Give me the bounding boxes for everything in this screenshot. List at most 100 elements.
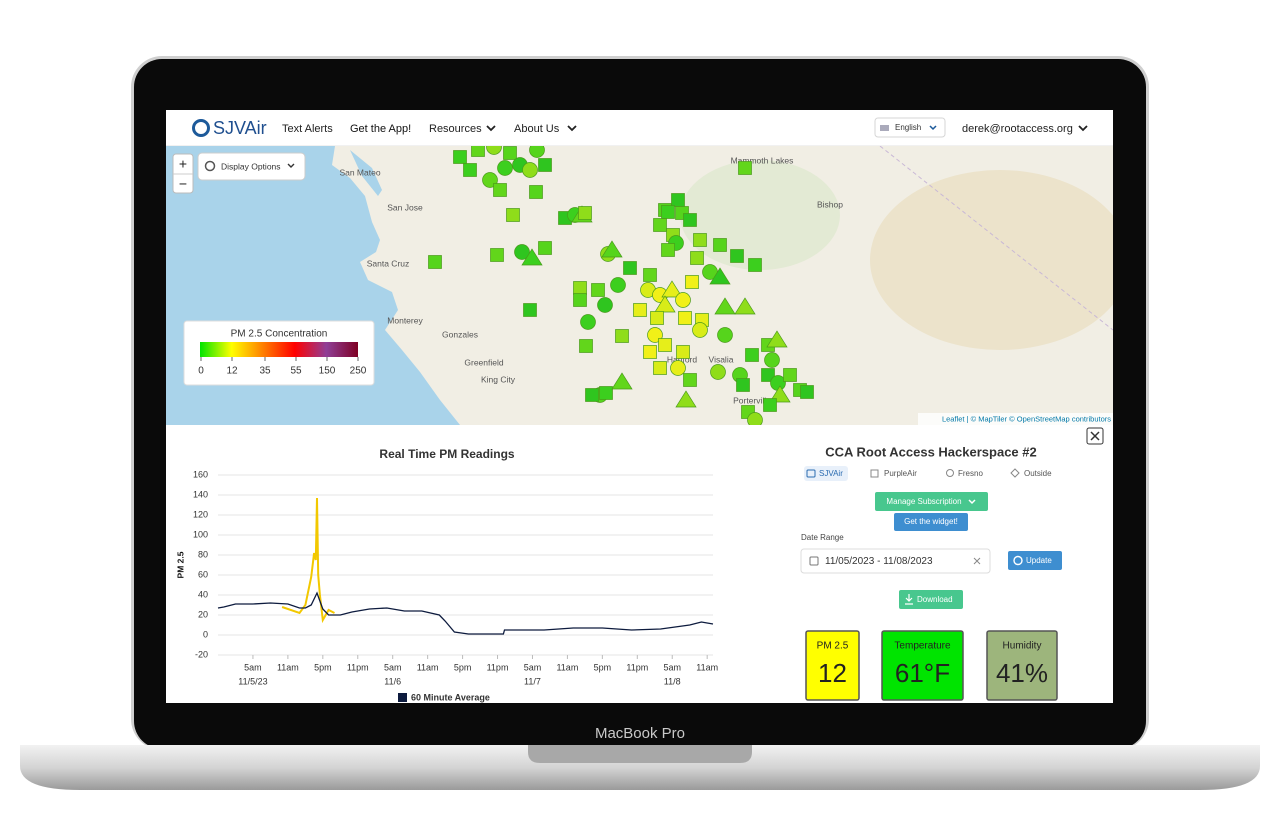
- language-select[interactable]: [874, 117, 946, 138]
- sensor-marker: [599, 386, 613, 400]
- place-label: Monterey: [387, 315, 423, 325]
- sensor-marker: [763, 398, 777, 412]
- sensor-marker: [745, 348, 759, 362]
- sensor-marker: [670, 360, 686, 376]
- chevron: [929, 125, 937, 131]
- close-icon: [1090, 431, 1100, 441]
- display-options-button[interactable]: [197, 152, 306, 181]
- x-tick-label: 5pm: [594, 662, 612, 672]
- update-button[interactable]: [1008, 551, 1062, 570]
- reading-value: 12: [818, 658, 847, 688]
- display-options[interactable]: Display Options: [221, 161, 281, 171]
- download[interactable]: Download: [917, 595, 953, 604]
- chevron: [287, 163, 295, 168]
- map-forest: [680, 160, 840, 270]
- sensor-marker: [506, 208, 520, 222]
- sensor-marker: [573, 281, 587, 295]
- chart-title: Real Time PM Readings: [379, 447, 514, 461]
- sensor-marker: [471, 146, 485, 157]
- sensor-marker: [653, 218, 667, 232]
- nav-link[interactable]: Get the App!: [350, 123, 411, 135]
- reading-card: [805, 630, 860, 701]
- tag-icon: [870, 469, 879, 478]
- sensor-marker: [714, 297, 736, 315]
- chevron: [1078, 125, 1088, 132]
- zoom-in[interactable]: +: [179, 156, 187, 172]
- language[interactable]: English: [895, 123, 921, 132]
- sensor-marker: [643, 268, 657, 282]
- sensor-marker: [503, 146, 517, 160]
- place-label: Santa Cruz: [367, 258, 410, 268]
- x-tick-label: 11am: [417, 662, 439, 672]
- nav-link[interactable]: Text Alerts: [282, 123, 333, 135]
- tag: SJVAir: [819, 469, 843, 478]
- reading-label: PM 2.5: [817, 641, 849, 652]
- x-tick-label: 11am: [277, 662, 299, 672]
- sensor-marker: [490, 248, 504, 262]
- sensor-markers: [428, 146, 814, 425]
- sensor-marker: [654, 295, 676, 313]
- sensor-marker: [671, 193, 685, 207]
- logo[interactable]: SJVAir: [213, 118, 267, 138]
- sensor-marker: [597, 297, 613, 313]
- sensor-marker: [685, 275, 699, 289]
- x-tick-label: 11am: [556, 662, 578, 672]
- update[interactable]: Update: [1026, 556, 1052, 565]
- sensor-marker: [578, 206, 592, 220]
- widget[interactable]: Get the widget!: [904, 517, 958, 526]
- sensor-marker: [514, 244, 530, 260]
- x-tick-label: 5pm: [314, 662, 332, 672]
- download-button[interactable]: [899, 590, 963, 609]
- sensor-marker: [658, 338, 672, 352]
- sensor-marker: [610, 277, 626, 293]
- sensor-marker: [529, 146, 545, 158]
- refresh-icon: [1013, 555, 1023, 566]
- sensor-marker: [713, 238, 727, 252]
- legend-swatch: [398, 693, 407, 702]
- attribution[interactable]: Leaflet | © MapTiler © OpenStreetMap con…: [942, 414, 1111, 423]
- x-date-label: 11/5/23: [238, 676, 267, 686]
- date-range-input[interactable]: [800, 548, 991, 574]
- y-tick-label: 0: [203, 629, 208, 639]
- user-menu[interactable]: derek@rootaccess.org: [962, 123, 1073, 135]
- sensor-marker: [643, 345, 657, 359]
- sensor-marker: [428, 255, 442, 269]
- date-range[interactable]: 11/05/2023 - 11/08/2023: [825, 556, 933, 567]
- widget-button[interactable]: [894, 513, 968, 531]
- legend-title: PM 2.5 Concentration: [231, 329, 328, 340]
- sensor-marker: [633, 303, 647, 317]
- tag: PurpleAir: [884, 469, 917, 478]
- x-date-label: 11/8: [664, 676, 681, 686]
- sensor-marker: [661, 205, 675, 219]
- manage-subscription-button[interactable]: [875, 492, 988, 511]
- reading-value: 61°F: [895, 658, 950, 688]
- sensor-marker: [585, 388, 599, 402]
- y-tick-label: 140: [193, 489, 208, 499]
- nav-link[interactable]: Resources: [429, 123, 482, 135]
- manage-subscription[interactable]: Manage Subscription: [886, 497, 961, 506]
- logo-icon[interactable]: [192, 119, 210, 137]
- gear-icon: [204, 160, 216, 172]
- sensor-marker: [690, 251, 704, 265]
- sensor-marker: [497, 160, 513, 176]
- nav-link[interactable]: About Us: [514, 123, 560, 135]
- clear-icon[interactable]: [973, 557, 981, 565]
- map[interactable]: San Mateo San Jose Santa Cruz Monterey G…: [166, 140, 1130, 428]
- sensor-marker: [800, 385, 814, 399]
- x-date-label: 11/7: [524, 676, 541, 686]
- sensor-marker: [692, 322, 708, 338]
- map-bay: [350, 150, 382, 196]
- sensor-marker: [717, 327, 733, 343]
- reading-value: 41%: [996, 658, 1048, 688]
- sensor-marker: [748, 258, 762, 272]
- sensor-marker: [738, 161, 752, 175]
- sensor-marker: [747, 412, 763, 425]
- legend-tick-label: 12: [226, 366, 238, 377]
- zoom-out[interactable]: −: [179, 176, 187, 192]
- y-axis-label: PM 2.5: [175, 551, 185, 578]
- x-date-label: 11/6: [384, 676, 401, 686]
- tag: Outside: [1024, 469, 1052, 478]
- x-tick-label: 5am: [524, 662, 542, 672]
